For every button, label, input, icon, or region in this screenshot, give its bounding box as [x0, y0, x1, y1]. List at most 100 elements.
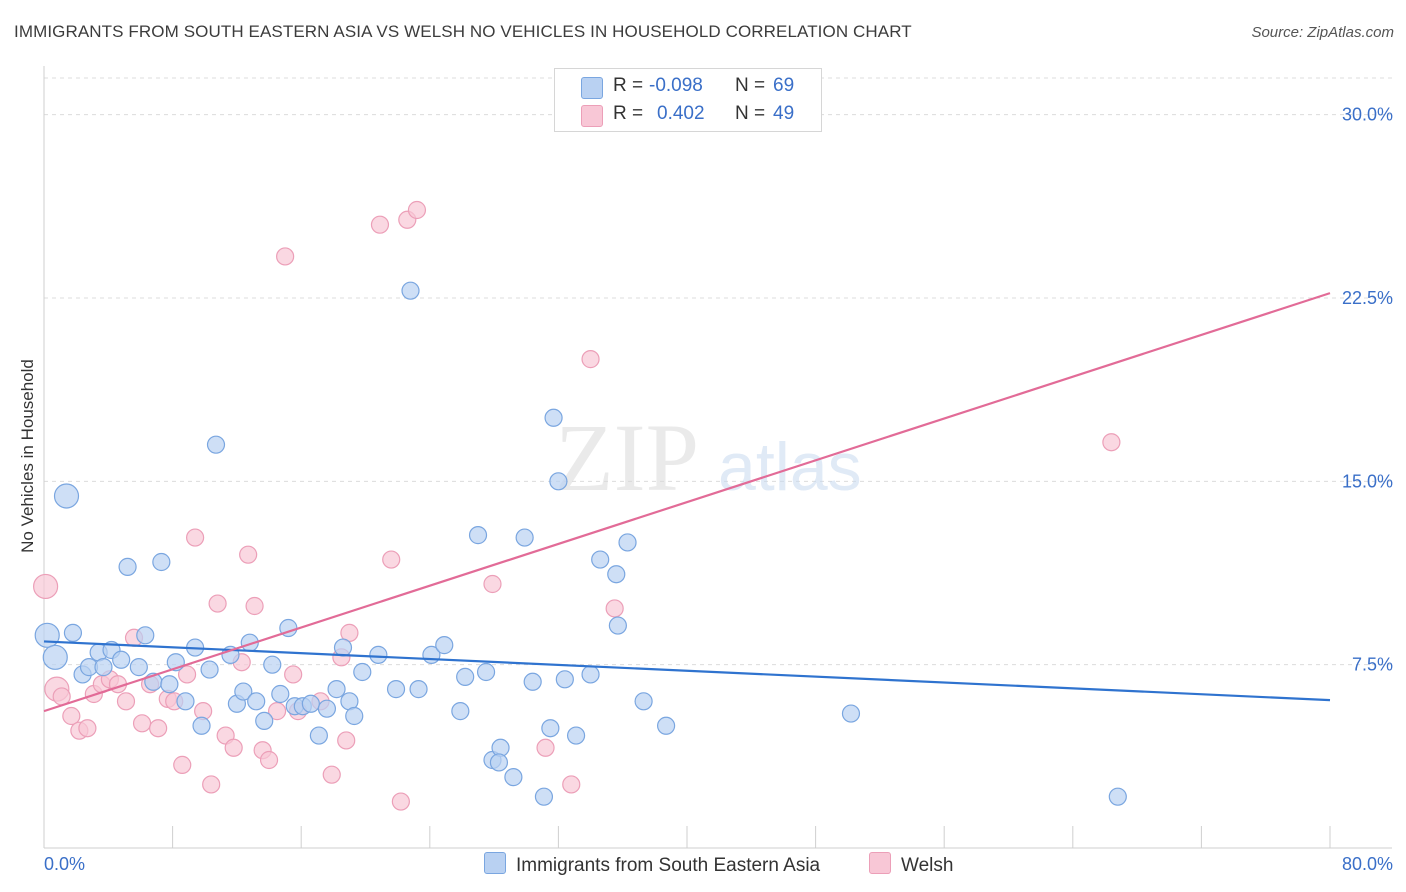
grid-lines: [44, 77, 1392, 666]
immigrants-point: [618, 533, 637, 552]
welsh-point: [337, 731, 356, 750]
welsh-point: [483, 574, 502, 594]
chart-title: IMMIGRANTS FROM SOUTH EASTERN ASIA VS WE…: [14, 22, 912, 41]
welsh-point: [186, 528, 205, 547]
welsh-point: [259, 750, 279, 770]
immigrants-point: [489, 753, 509, 772]
immigrants-point: [608, 616, 627, 635]
welsh-point: [62, 706, 81, 726]
bottom-legend-welsh: Welsh: [869, 852, 953, 877]
immigrants-point: [657, 716, 676, 735]
axes: [43, 66, 1392, 849]
bottom-legend-immigrants: Immigrants from South Eastern Asia: [484, 852, 820, 877]
immigrants-point: [476, 662, 496, 682]
legend-n-label: N =: [735, 103, 766, 124]
correlation-legend: R = -0.098 N = 69 R = 0.402 N = 49: [554, 68, 822, 132]
immigrants-point: [152, 552, 171, 572]
immigrants-point: [53, 483, 80, 509]
immigrants-point: [206, 435, 226, 454]
welsh-point: [581, 350, 600, 369]
immigrants-point: [401, 281, 420, 300]
immigrants-point: [841, 704, 861, 723]
immigrants-point: [504, 768, 523, 787]
bottom-legend-label-welsh: Welsh: [901, 855, 954, 876]
immigrants-point: [129, 658, 148, 677]
immigrants-point: [409, 680, 428, 699]
immigrants-point: [353, 662, 372, 682]
watermark-zip: ZIP: [555, 404, 699, 511]
welsh-point: [267, 702, 287, 721]
y-tick-label: 15.0%: [1342, 471, 1393, 491]
legend-n-label: N =: [735, 75, 766, 96]
immigrants-point: [607, 565, 626, 584]
welsh-point: [562, 775, 581, 794]
immigrants-point: [468, 526, 488, 545]
immigrants-point: [327, 680, 346, 699]
immigrants-point: [333, 638, 353, 657]
immigrants-point: [515, 528, 534, 547]
welsh-point: [239, 545, 258, 564]
legend-r-value: -0.098: [649, 75, 703, 96]
immigrants-point: [309, 726, 328, 745]
immigrants-point: [192, 716, 211, 735]
welsh-point: [224, 738, 243, 757]
immigrants-point: [523, 672, 542, 691]
immigrants-point: [566, 726, 586, 745]
immigrants-trend-line: [43, 640, 1331, 702]
immigrants-point: [118, 557, 137, 576]
immigrants-point: [255, 711, 274, 730]
legend-swatch-blue: [581, 77, 603, 99]
immigrants-point: [317, 699, 337, 718]
welsh-point: [116, 692, 136, 711]
immigrants-point: [63, 623, 83, 642]
immigrants-point: [549, 472, 568, 491]
bottom-legend-label-immigrants: Immigrants from South Eastern Asia: [516, 855, 821, 876]
welsh-point: [407, 200, 427, 220]
welsh-point: [245, 596, 264, 616]
immigrants-point: [456, 667, 475, 686]
source-note: Source: ZipAtlas.com: [1251, 24, 1394, 41]
welsh-point: [177, 665, 197, 684]
welsh-trend-line: [43, 292, 1331, 713]
legend-r-label: R =: [613, 75, 644, 96]
immigrants-point: [591, 550, 610, 569]
y-tick-label: 30.0%: [1342, 105, 1393, 125]
x-tick-label-min: 0.0%: [44, 854, 85, 874]
welsh-point: [382, 550, 401, 569]
welsh-point: [605, 599, 624, 618]
legend-n-value: 69: [773, 75, 795, 96]
tick-labels: 7.5% 15.0% 22.5% 30.0% 0.0% 80.0%: [44, 105, 1393, 874]
immigrants-point: [136, 626, 155, 645]
immigrants-point: [1108, 787, 1127, 806]
y-tick-label: 22.5%: [1342, 288, 1393, 308]
immigrants-point: [247, 692, 266, 711]
welsh-point: [284, 665, 303, 684]
immigrants-point: [581, 665, 600, 684]
immigrants-point: [451, 702, 470, 721]
immigrants-point: [301, 694, 320, 713]
welsh-point: [202, 775, 221, 794]
x-tick-label-max: 80.0%: [1342, 854, 1393, 874]
welsh-point: [173, 755, 192, 774]
welsh-point: [322, 765, 341, 784]
welsh-point: [149, 719, 168, 738]
immigrants-point: [345, 706, 364, 726]
bottom-legend-swatch-blue: [484, 852, 506, 874]
immigrants-point: [160, 675, 179, 694]
immigrants-point: [386, 680, 406, 699]
legend-swatch-pink: [581, 105, 603, 127]
immigrants-points: [34, 281, 1127, 806]
immigrants-point: [435, 636, 454, 655]
welsh-point: [208, 594, 227, 613]
immigrants-point: [271, 684, 290, 704]
legend-r-label: R =: [613, 103, 644, 124]
welsh-point: [536, 738, 555, 757]
immigrants-point: [34, 622, 60, 648]
welsh-point: [132, 714, 152, 733]
welsh-point: [1102, 433, 1121, 452]
immigrants-point: [634, 692, 653, 711]
welsh-point: [276, 247, 295, 266]
immigrants-point: [234, 682, 253, 701]
immigrants-point: [369, 645, 388, 664]
immigrants-point: [263, 655, 282, 674]
